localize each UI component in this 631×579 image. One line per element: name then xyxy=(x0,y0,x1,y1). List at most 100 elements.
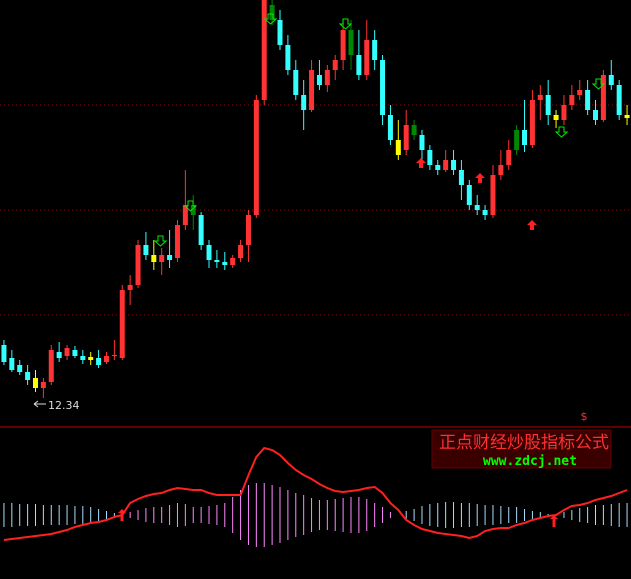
candle-body xyxy=(316,75,322,85)
sell-arrow xyxy=(153,235,168,247)
candle-body xyxy=(608,75,614,85)
candle-body xyxy=(616,85,622,115)
indicator-line xyxy=(3,446,628,541)
candle-body xyxy=(553,115,559,120)
candle-body xyxy=(72,350,78,356)
candle-body xyxy=(474,205,480,210)
candle-body xyxy=(222,262,228,265)
candle-body xyxy=(529,100,535,145)
candle-body xyxy=(411,125,417,135)
low-label: 12.34 xyxy=(48,399,80,412)
candle-body xyxy=(593,110,599,120)
candle-body xyxy=(167,255,173,260)
buy-arrow xyxy=(550,515,558,527)
sell-arrow xyxy=(591,78,606,90)
candle-body xyxy=(285,45,291,70)
sell-arrow xyxy=(263,13,278,25)
candle-body xyxy=(269,5,275,20)
sell-arrow xyxy=(554,126,569,138)
candle-body xyxy=(80,356,86,360)
candle-body xyxy=(143,245,149,255)
candle-body xyxy=(261,0,267,100)
watermark-url: www.zdcj.net xyxy=(483,454,577,469)
candle-body xyxy=(435,165,441,170)
candle-body xyxy=(174,225,180,258)
candle-body xyxy=(561,105,567,120)
watermark-symbol: $ xyxy=(581,410,588,423)
candle-body xyxy=(301,95,307,110)
candle-body xyxy=(585,90,591,110)
candle-body xyxy=(419,135,425,150)
candle-body xyxy=(490,175,496,215)
candle-body xyxy=(506,150,512,165)
candle-body xyxy=(253,100,259,215)
candle-body xyxy=(25,372,31,380)
candle-body xyxy=(230,258,236,265)
candle-body xyxy=(451,160,457,170)
candle-body xyxy=(245,215,251,245)
candle-body xyxy=(498,165,504,175)
buy-arrow xyxy=(475,173,485,183)
candle-body xyxy=(482,210,488,215)
candle-body xyxy=(135,245,141,285)
candle-body xyxy=(466,185,472,205)
candle-body xyxy=(380,60,386,115)
buy-arrow xyxy=(527,220,537,230)
candle-body xyxy=(48,350,54,382)
candle-body xyxy=(356,55,362,75)
candle-body xyxy=(324,70,330,85)
candle-body xyxy=(1,345,7,362)
candle-body xyxy=(340,30,346,60)
candle-body xyxy=(198,215,204,245)
candle-body xyxy=(159,255,165,262)
candle-body xyxy=(458,170,464,185)
watermark-box xyxy=(431,429,612,469)
candle-body xyxy=(387,115,393,140)
candle-body xyxy=(9,358,15,370)
candle-body xyxy=(214,260,220,262)
candle-body xyxy=(32,378,38,388)
candle-body xyxy=(332,60,338,70)
candle-body xyxy=(206,245,212,260)
price-panel xyxy=(0,0,631,398)
candle-body xyxy=(624,115,630,118)
candle-body xyxy=(348,30,354,55)
candle-body xyxy=(522,130,528,145)
candle-body xyxy=(182,205,188,225)
watermark-title: 正点财经炒股指标公式 xyxy=(439,433,609,453)
candle-body xyxy=(427,150,433,165)
candle-body xyxy=(545,95,551,115)
candle-body xyxy=(443,160,449,170)
sell-arrow xyxy=(183,200,198,212)
candle-body xyxy=(403,125,409,150)
candle-body xyxy=(17,365,23,372)
candle-body xyxy=(395,140,401,155)
candle-body xyxy=(569,95,575,105)
signals xyxy=(33,13,606,527)
candle-body xyxy=(600,75,606,120)
candle-body xyxy=(151,255,157,262)
candle-body xyxy=(277,20,283,45)
candle-body xyxy=(537,95,543,100)
candle-body xyxy=(119,290,125,358)
candle-body xyxy=(127,285,133,290)
indicator-panel xyxy=(3,446,628,547)
candle-body xyxy=(514,130,520,150)
candle-body xyxy=(103,356,109,362)
candle-body xyxy=(190,205,196,215)
candle-body xyxy=(364,40,370,75)
low-pointer xyxy=(33,400,46,408)
buy-arrow xyxy=(416,158,426,168)
sell-arrow xyxy=(338,18,353,30)
candle-body xyxy=(111,355,117,356)
candle-body xyxy=(88,357,94,360)
buy-arrow xyxy=(118,509,126,521)
candle-body xyxy=(56,352,62,358)
candle-body xyxy=(309,70,315,110)
candle-body xyxy=(372,40,378,60)
candle-body xyxy=(238,245,244,258)
candle-body xyxy=(293,70,299,95)
candle-body xyxy=(577,90,583,95)
